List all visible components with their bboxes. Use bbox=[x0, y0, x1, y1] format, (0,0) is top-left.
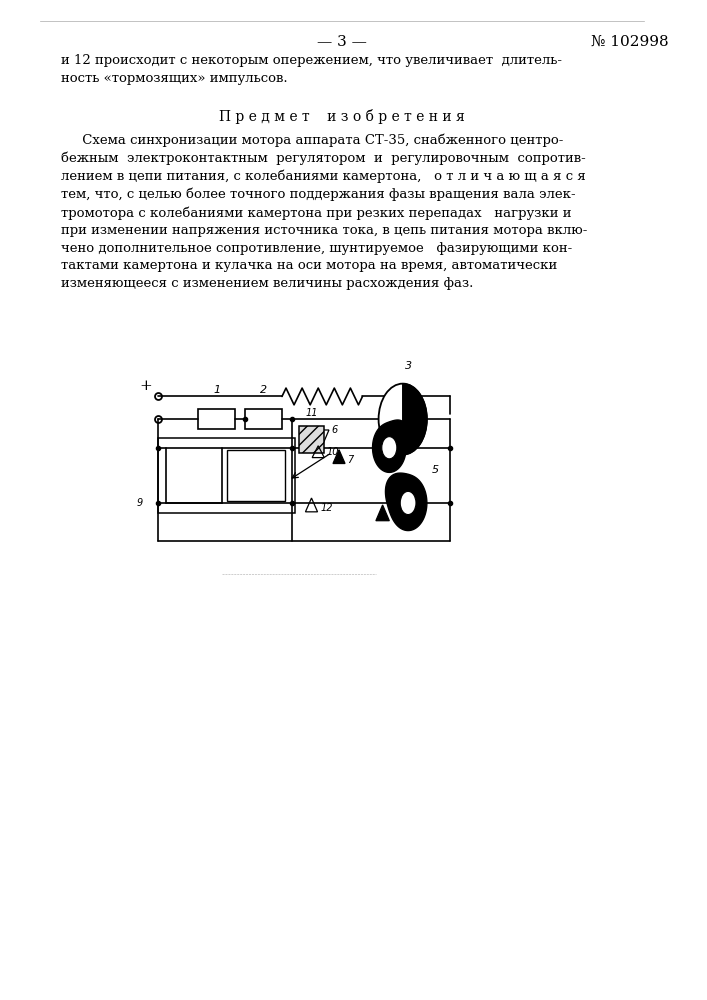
Text: 7: 7 bbox=[347, 455, 354, 465]
Bar bbox=[299, 426, 325, 453]
Text: 8: 8 bbox=[392, 510, 397, 520]
Text: 1: 1 bbox=[213, 385, 220, 395]
Circle shape bbox=[400, 491, 416, 515]
Text: 10: 10 bbox=[327, 447, 339, 457]
Text: 12: 12 bbox=[320, 503, 333, 513]
Text: 2: 2 bbox=[260, 385, 267, 395]
Text: П р е д м е т    и з о б р е т е н и я: П р е д м е т и з о б р е т е н и я bbox=[219, 109, 465, 124]
Text: и 12 происходит с некоторым опережением, что увеличивает  длитель-
ность «тормоз: и 12 происходит с некоторым опережением,… bbox=[61, 54, 561, 85]
Polygon shape bbox=[333, 450, 345, 464]
Text: 6: 6 bbox=[331, 425, 337, 435]
Circle shape bbox=[382, 437, 397, 459]
Polygon shape bbox=[373, 420, 408, 472]
Text: 11: 11 bbox=[305, 408, 317, 418]
Circle shape bbox=[378, 384, 427, 455]
Text: 3: 3 bbox=[404, 361, 411, 371]
Text: Схема синхронизации мотора аппарата СТ-35, снабженного центро-
бежным  электроко: Схема синхронизации мотора аппарата СТ-3… bbox=[61, 133, 587, 290]
Text: 4: 4 bbox=[413, 413, 420, 423]
Text: 9: 9 bbox=[137, 498, 143, 508]
Polygon shape bbox=[385, 473, 427, 531]
Polygon shape bbox=[376, 505, 390, 521]
Bar bbox=[198, 409, 235, 429]
Text: +: + bbox=[139, 379, 152, 393]
Bar bbox=[158, 438, 296, 513]
Text: — 3 —: — 3 — bbox=[317, 35, 368, 49]
Text: 5: 5 bbox=[432, 465, 439, 475]
Bar bbox=[245, 409, 282, 429]
Polygon shape bbox=[403, 384, 427, 455]
Text: № 102998: № 102998 bbox=[590, 35, 668, 49]
Bar bbox=[227, 450, 286, 501]
